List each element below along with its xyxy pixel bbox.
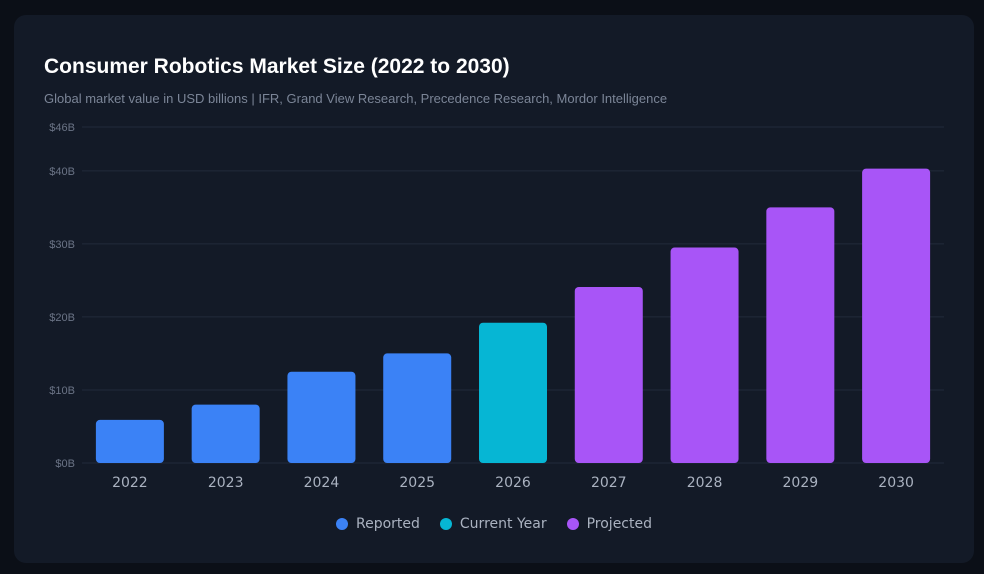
- y-tick-label: $30B: [49, 239, 75, 251]
- legend-label: Projected: [586, 516, 652, 532]
- legend-label: Current Year: [459, 516, 547, 532]
- bar: [670, 247, 739, 463]
- legend-swatch: [335, 518, 348, 530]
- bar: [95, 419, 164, 463]
- y-tick-label: $0B: [55, 458, 75, 470]
- bar-chart: $0B $10B $20B $30B $40B $46B 2022 2023 2024 2025 2…: [49, 122, 944, 491]
- chart-subtitle: Global market value in USD billions | IF…: [44, 91, 668, 106]
- x-tick-label: 2028: [687, 475, 723, 491]
- x-tick-label: 2027: [591, 475, 627, 491]
- bar: [383, 353, 452, 463]
- legend-swatch: [566, 518, 579, 530]
- bar: [287, 371, 356, 463]
- chart-card: Consumer Robotics Market Size (2022 to 2…: [14, 15, 974, 563]
- chart-title: Consumer Robotics Market Size (2022 to 2…: [44, 55, 510, 78]
- x-tick-label: 2022: [112, 475, 148, 491]
- x-tick-label: 2024: [304, 475, 340, 491]
- legend-item[interactable]: Reported: [335, 516, 420, 532]
- x-tick-label: 2026: [495, 475, 531, 491]
- bar: [862, 168, 931, 464]
- chart-legend: Reported Current Year Projected: [14, 516, 974, 532]
- y-tick-label: $40B: [49, 166, 75, 178]
- y-tick-label: $46B: [49, 122, 75, 134]
- legend-item[interactable]: Projected: [566, 516, 652, 532]
- bar: [574, 286, 643, 463]
- x-tick-label: 2030: [878, 475, 914, 491]
- y-tick-label: $20B: [49, 312, 75, 324]
- legend-swatch: [439, 518, 452, 530]
- bar: [191, 404, 260, 463]
- x-tick-label: 2029: [783, 475, 819, 491]
- y-tick-label: $10B: [49, 385, 75, 397]
- bar: [479, 322, 547, 463]
- x-tick-label: 2023: [208, 475, 244, 491]
- legend-label: Reported: [355, 516, 420, 532]
- bar: [766, 207, 835, 463]
- legend-item[interactable]: Current Year: [439, 516, 547, 532]
- x-tick-label: 2025: [399, 475, 435, 491]
